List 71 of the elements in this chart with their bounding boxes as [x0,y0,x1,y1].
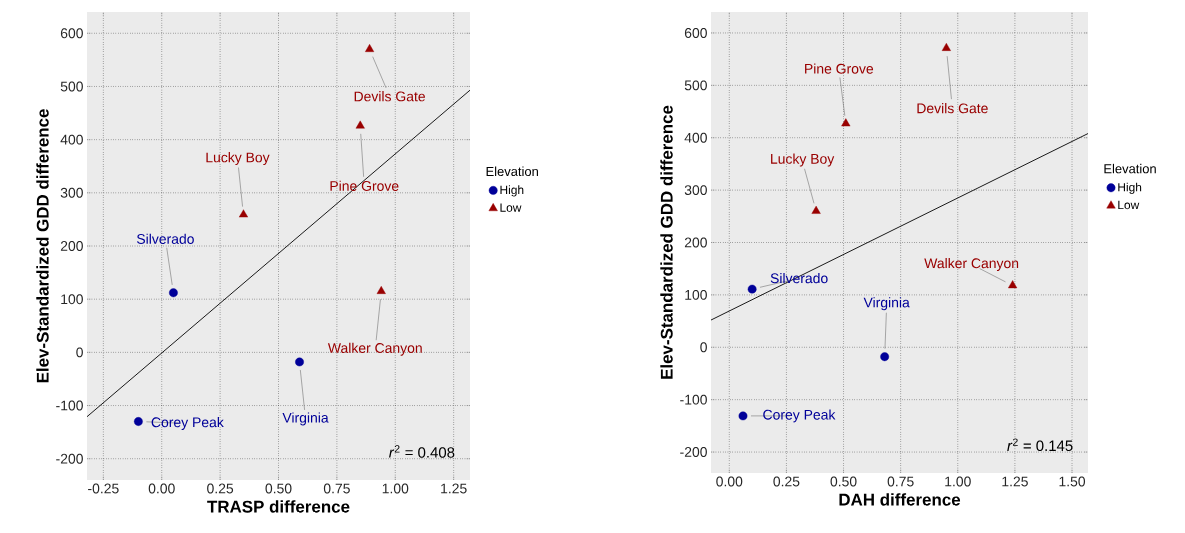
point [941,42,951,51]
legend-label: High [1118,182,1142,194]
annotation: Virginia [863,297,910,311]
x-tick-label: 1.25 [441,483,467,494]
x-tick-label: 0.50 [265,483,292,494]
annotation: Lucky Boy [206,152,270,166]
y-tick-label: 200 [60,241,83,251]
x-tick-label: 1.50 [1059,476,1086,487]
annotation: Virginia [282,412,329,426]
annotation: Walker Canyon [327,342,422,356]
point [376,286,386,294]
annotation: Corey Peak [151,417,224,430]
point [1008,280,1018,289]
point [295,357,304,367]
y-tick-label: -100 [680,394,707,405]
x-tick-label: 1.00 [382,483,409,494]
y-tick-label: 300 [684,185,707,196]
legend-label: High [500,185,524,197]
annotation: Corey Peak [763,409,836,423]
y-tick-label: 300 [60,187,83,198]
point [355,120,365,129]
x-tick-label: 1.00 [945,476,971,487]
x-tick-label: 0.75 [323,483,350,494]
x-tick-label: 0.00 [148,483,175,494]
annotation: Pine Grove [805,63,874,74]
y-tick-label: 100 [685,289,707,300]
point [134,417,143,426]
annotation: Pine Grove [330,180,399,191]
x-axis-title: DAH difference [839,493,961,506]
point [738,411,748,421]
y-axis-title: Elev-Standardized GDD difference [660,105,673,379]
annotation: Devils Gate [917,103,988,114]
x-axis-title: TRASP difference [207,500,350,513]
point [169,288,178,298]
x-tick-label: 0.75 [887,476,914,487]
y-tick-label: 600 [60,28,83,39]
annotation: Walker Canyon [924,257,1019,271]
x-tick-label: 0.50 [830,476,857,487]
annotation: r$^{2}$ = 0.408 [389,445,455,458]
x-tick-label: 0.00 [716,476,743,487]
y-axis-title: Elev-Standardized GDD difference [36,109,49,383]
annotation: Silverado [136,233,194,244]
y-tick-label: 600 [684,28,707,38]
legend-title: Elevation [1104,163,1156,174]
x-tick-label: -0.25 [88,483,119,494]
y-tick-label: 0 [700,342,707,353]
annotation: Devils Gate [354,91,425,102]
point [880,352,890,362]
point [238,209,248,218]
y-tick-label: -100 [56,400,83,411]
annotation: Lucky Boy [771,153,835,167]
y-tick-label: -200 [680,447,707,457]
y-tick-label: 100 [61,294,83,305]
y-tick-label: 500 [684,80,707,91]
y-tick-label: -200 [56,453,83,464]
point [841,118,851,127]
y-tick-label: 0 [76,347,83,358]
y-tick-label: 200 [684,237,707,248]
point [365,44,375,52]
y-tick-label: 400 [684,132,707,143]
x-tick-label: 0.25 [773,476,800,487]
x-tick-label: 1.25 [1002,476,1028,487]
legend-label: Low [1118,200,1140,210]
point [747,284,757,294]
legend-title: Elevation [486,166,538,177]
annotation: r$^{2}$ = 0.145 [1007,438,1073,452]
legend-label: Low [500,203,522,212]
y-tick-label: 400 [60,134,83,145]
y-tick-label: 500 [60,81,83,92]
x-tick-label: 0.25 [207,483,234,494]
point [811,205,821,214]
